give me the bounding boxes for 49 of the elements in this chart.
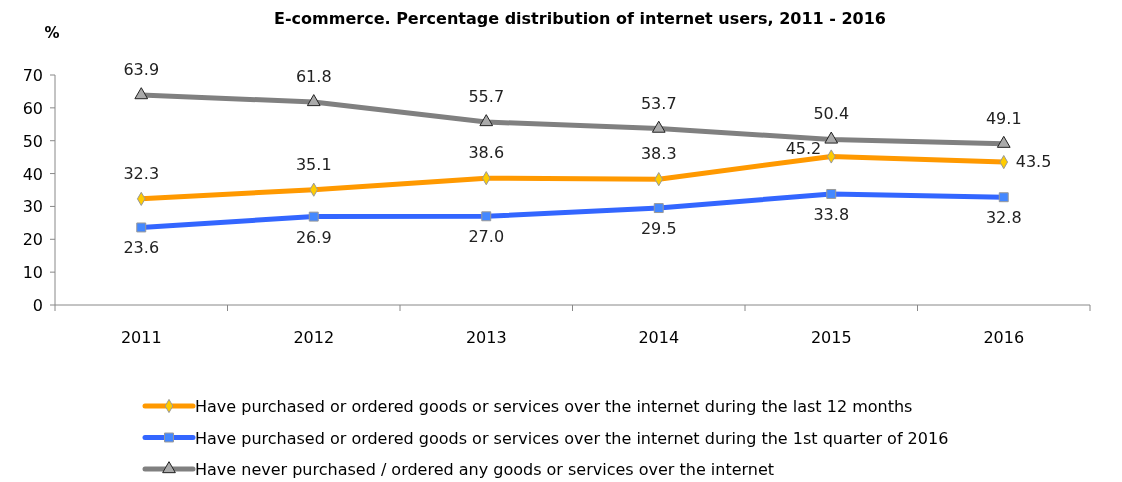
y-tick-label: 50 — [22, 131, 43, 151]
x-tick-label: 2016 — [983, 328, 1025, 347]
y-tick-label: 30 — [22, 197, 43, 217]
data-label: 38.3 — [640, 144, 677, 164]
x-tick-label: 2011 — [120, 328, 162, 347]
data-label: 27.0 — [468, 227, 505, 247]
point — [824, 131, 839, 144]
data-label: 32.3 — [123, 163, 160, 183]
y-tick-label: 70 — [22, 66, 43, 85]
data-label: 55.7 — [468, 86, 505, 106]
data-label: 29.5 — [640, 219, 677, 239]
y-tick-label: 40 — [22, 164, 43, 184]
x-tick-label: 2012 — [293, 328, 335, 347]
point — [308, 211, 319, 222]
data-label: 38.6 — [468, 143, 505, 163]
point — [481, 211, 492, 222]
y-tick-label: 10 — [22, 263, 43, 283]
data-label: 35.1 — [295, 154, 332, 174]
data-label: 43.5 — [1015, 152, 1052, 172]
y-tick-label: 60 — [22, 98, 43, 118]
chart-title: E-commerce. Percentage distribution of internet users, 2011 - 2016 — [274, 9, 886, 28]
point — [996, 135, 1011, 148]
x-tick-label: 2014 — [638, 328, 680, 347]
legend-label: Have purchased or ordered goods or services over the internet during the 1st quarter of 2016 — [195, 428, 949, 448]
y-tick-label: 0 — [32, 296, 43, 315]
data-label: 50.4 — [813, 104, 850, 124]
y-tick-label: 20 — [22, 230, 43, 250]
point — [998, 192, 1009, 203]
data-label: 26.9 — [295, 227, 332, 247]
data-label: 23.6 — [123, 238, 160, 258]
data-label: 45.2 — [785, 139, 822, 159]
data-label: 53.7 — [640, 93, 677, 113]
data-label: 63.9 — [123, 60, 160, 80]
x-tick-label: 2015 — [810, 328, 852, 347]
point — [651, 120, 666, 133]
point — [134, 87, 149, 100]
x-tick-label: 2013 — [465, 328, 507, 347]
legend-label: Have never purchased / ordered any goods or services over the internet — [195, 460, 775, 479]
data-label: 32.8 — [985, 208, 1022, 228]
point — [479, 114, 494, 127]
data-label: 61.8 — [295, 66, 332, 86]
point — [653, 203, 664, 214]
data-label: 33.8 — [813, 204, 850, 224]
data-label: 49.1 — [985, 108, 1022, 128]
point — [136, 222, 147, 233]
point — [306, 94, 321, 107]
y-axis-title: % — [44, 24, 60, 42]
point — [826, 188, 837, 199]
legend-label: Have purchased or ordered goods or services over the internet during the last 12 months — [195, 397, 913, 416]
